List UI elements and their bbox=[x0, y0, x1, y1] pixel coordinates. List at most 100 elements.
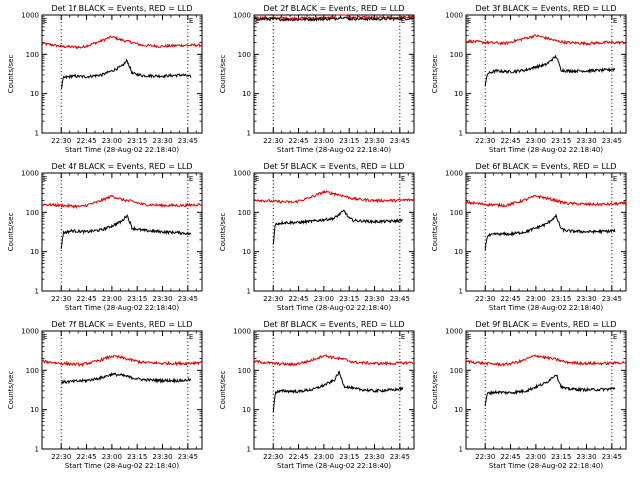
x-tick-label: 22:45 bbox=[76, 295, 96, 303]
panel-title: Det 6f BLACK = Events, RED = LLD bbox=[475, 162, 616, 171]
corner-marker-right: E bbox=[189, 333, 193, 341]
y-tick-label: 10 bbox=[242, 248, 251, 256]
x-tick-label: 22:30 bbox=[51, 453, 71, 461]
panel-title: Det 2f BLACK = Events, RED = LLD bbox=[263, 4, 404, 13]
x-axis-label: Start Time (28-Aug-02 22:18:40) bbox=[277, 146, 391, 154]
x-tick-label: 22:45 bbox=[500, 137, 520, 145]
y-tick-label: 100 bbox=[26, 209, 39, 217]
y-axis-label: Counts/sec bbox=[7, 55, 15, 94]
x-tick-label: 23:00 bbox=[526, 295, 546, 303]
plot-frame bbox=[465, 172, 627, 292]
corner-marker-left: E bbox=[255, 333, 259, 341]
x-axis-label: Start Time (28-Aug-02 22:18:40) bbox=[65, 146, 179, 154]
x-tick-label: 23:45 bbox=[390, 295, 410, 303]
y-tick-label: 10 bbox=[30, 406, 39, 414]
y-tick-label: 1000 bbox=[21, 170, 39, 178]
y-tick-label: 10 bbox=[454, 406, 463, 414]
panel-title: Det 5f BLACK = Events, RED = LLD bbox=[263, 162, 404, 171]
y-tick-label: 10 bbox=[454, 248, 463, 256]
panel-det-3: Det 3f BLACK = Events, RED = LLD 1 10 100 10… bbox=[431, 4, 627, 154]
x-tick-label: 23:15 bbox=[339, 137, 359, 145]
x-axis-label: Start Time (28-Aug-02 22:18:40) bbox=[65, 304, 179, 312]
plot-frame bbox=[465, 14, 627, 134]
x-tick-label: 22:30 bbox=[263, 453, 283, 461]
x-tick-label: 23:30 bbox=[152, 137, 172, 145]
y-tick-label: 1000 bbox=[233, 328, 251, 336]
panel-title: Det 8f BLACK = Events, RED = LLD bbox=[263, 320, 404, 329]
x-tick-label: 23:00 bbox=[314, 137, 334, 145]
y-tick-label: 100 bbox=[450, 367, 463, 375]
x-tick-label: 23:45 bbox=[390, 137, 410, 145]
series-lld bbox=[41, 35, 203, 50]
series-lld bbox=[253, 14, 415, 22]
x-tick-label: 22:45 bbox=[500, 295, 520, 303]
series-lld bbox=[465, 354, 627, 367]
x-tick-label: 23:30 bbox=[576, 137, 596, 145]
corner-marker-left: E bbox=[43, 175, 47, 183]
series-events bbox=[484, 213, 616, 251]
y-tick-label: 100 bbox=[238, 367, 251, 375]
y-axis-label: Counts/sec bbox=[219, 371, 227, 410]
corner-marker-right: E bbox=[189, 17, 193, 25]
x-tick-label: 23:30 bbox=[364, 453, 384, 461]
x-tick-label: 23:00 bbox=[102, 295, 122, 303]
y-tick-label: 1 bbox=[35, 288, 39, 296]
x-tick-label: 23:45 bbox=[178, 137, 198, 145]
x-tick-label: 23:00 bbox=[102, 137, 122, 145]
series-events bbox=[484, 54, 616, 87]
series-events bbox=[60, 58, 192, 90]
x-tick-label: 23:15 bbox=[127, 453, 147, 461]
corner-marker-left: E bbox=[255, 175, 259, 183]
y-tick-label: 1 bbox=[35, 446, 39, 454]
x-tick-label: 22:45 bbox=[288, 453, 308, 461]
plot-frame bbox=[41, 14, 203, 134]
y-tick-label: 100 bbox=[238, 51, 251, 59]
corner-marker-left: E bbox=[43, 17, 47, 25]
x-tick-label: 23:00 bbox=[102, 453, 122, 461]
x-tick-label: 22:30 bbox=[51, 137, 71, 145]
panel-det-2: Det 2f BLACK = Events, RED = LLD 1 10 100 10… bbox=[219, 4, 415, 154]
y-tick-label: 1000 bbox=[233, 170, 251, 178]
x-tick-label: 22:45 bbox=[76, 137, 96, 145]
panel-title: Det 7f BLACK = Events, RED = LLD bbox=[51, 320, 192, 329]
plot-frame bbox=[465, 330, 627, 450]
y-axis-label: Counts/sec bbox=[431, 213, 439, 252]
series-events bbox=[272, 209, 404, 245]
series-lld bbox=[465, 194, 627, 209]
y-tick-label: 100 bbox=[450, 51, 463, 59]
x-tick-label: 23:15 bbox=[339, 453, 359, 461]
x-tick-label: 22:30 bbox=[263, 137, 283, 145]
x-tick-label: 23:45 bbox=[602, 295, 622, 303]
x-tick-label: 23:30 bbox=[576, 453, 596, 461]
corner-marker-left: E bbox=[43, 333, 47, 341]
y-tick-label: 100 bbox=[26, 51, 39, 59]
y-tick-label: 1 bbox=[247, 446, 251, 454]
y-tick-label: 1 bbox=[459, 130, 463, 138]
x-tick-label: 23:15 bbox=[127, 137, 147, 145]
y-tick-label: 100 bbox=[450, 209, 463, 217]
panel-title: Det 3f BLACK = Events, RED = LLD bbox=[475, 4, 616, 13]
plot-frame bbox=[253, 172, 415, 292]
y-tick-label: 1000 bbox=[445, 328, 463, 336]
x-tick-label: 22:45 bbox=[500, 453, 520, 461]
corner-marker-right: E bbox=[401, 175, 405, 183]
x-tick-label: 23:15 bbox=[551, 137, 571, 145]
series-events bbox=[484, 374, 616, 407]
corner-marker-right: E bbox=[613, 175, 617, 183]
series-lld bbox=[253, 189, 415, 205]
x-tick-label: 22:30 bbox=[263, 295, 283, 303]
y-tick-label: 100 bbox=[26, 367, 39, 375]
x-axis-label: Start Time (28-Aug-02 22:18:40) bbox=[277, 304, 391, 312]
y-axis-label: Counts/sec bbox=[219, 55, 227, 94]
x-tick-label: 23:30 bbox=[364, 295, 384, 303]
corner-marker-right: E bbox=[401, 17, 405, 25]
x-tick-label: 23:45 bbox=[178, 295, 198, 303]
y-tick-label: 1000 bbox=[21, 328, 39, 336]
x-tick-label: 22:45 bbox=[288, 137, 308, 145]
series-lld bbox=[465, 34, 627, 47]
x-tick-label: 22:30 bbox=[475, 453, 495, 461]
x-tick-label: 22:30 bbox=[475, 137, 495, 145]
y-tick-label: 1 bbox=[247, 288, 251, 296]
panel-title: Det 1f BLACK = Events, RED = LLD bbox=[51, 4, 192, 13]
